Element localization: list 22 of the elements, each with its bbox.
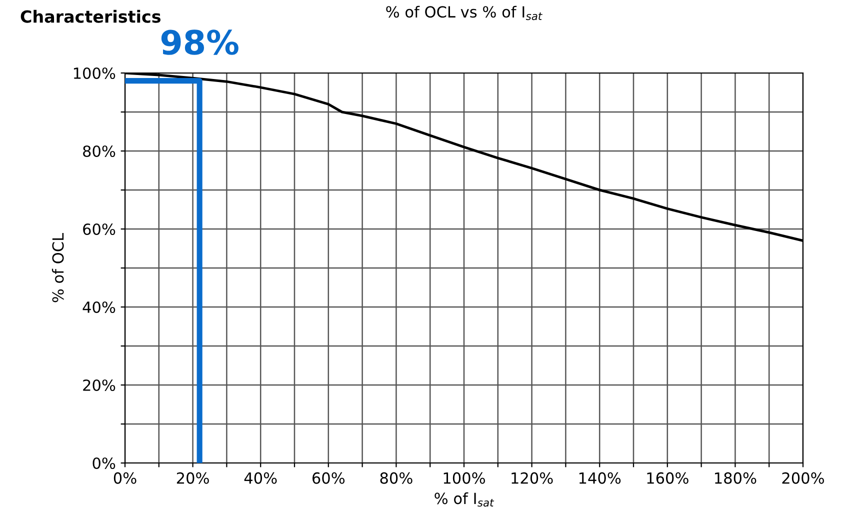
x-tick-label: 120%: [512, 472, 553, 484]
x-tick-label: 60%: [312, 472, 345, 484]
y-tick-label: 40%: [82, 301, 116, 314]
y-tick-label: 0%: [92, 457, 116, 470]
y-tick-label: 20%: [83, 379, 116, 392]
x-axis-title: % of I$_{sat}$: [434, 492, 494, 507]
y-tick-label: 100%: [74, 67, 116, 80]
x-tick-label: 20%: [176, 472, 209, 484]
y-tick-label: 60%: [83, 223, 116, 236]
chart-title: % of OCL vs % of I$_{sat}$: [386, 6, 542, 20]
x-tick-label: 100%: [444, 472, 485, 484]
text: Characteristics: [20, 10, 160, 23]
y-tick-label: 80%: [83, 145, 116, 158]
y-axis-title: % of OCL: [52, 233, 64, 302]
x-tick-label: 80%: [380, 472, 412, 484]
x-tick-label: 40%: [244, 472, 277, 484]
x-tick-label: 180%: [715, 472, 756, 484]
annotation: 98%: [161, 30, 238, 55]
x-tick-label: 160%: [647, 472, 688, 484]
x-tick-label: 140%: [579, 472, 621, 484]
x-tick-label: 200%: [782, 472, 824, 484]
x-tick-label: 0%: [114, 472, 136, 484]
